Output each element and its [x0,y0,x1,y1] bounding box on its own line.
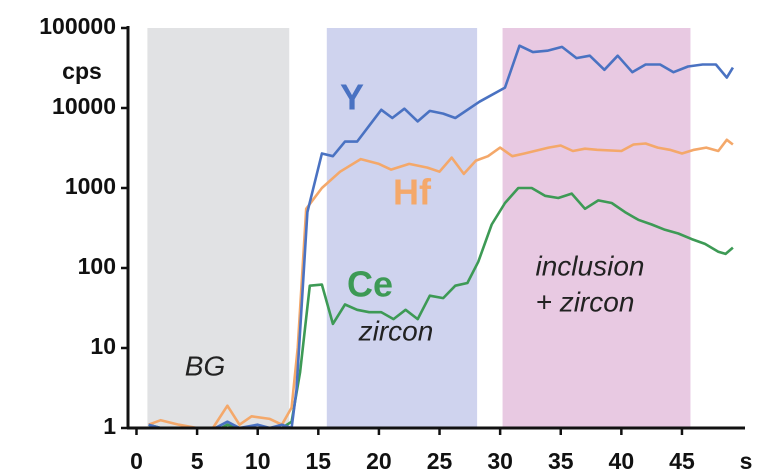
y-tick-label: 100000 [39,13,116,39]
x-tick-label: 0 [130,448,143,473]
series-label: Ce [347,264,393,305]
x-tick-label: 5 [191,448,204,473]
x-axis-label: s [740,448,753,473]
y-tick-label: 1000 [65,173,116,199]
x-tick-label: 10 [245,448,271,473]
annotation: BG [185,350,225,381]
y-tick-label: 1 [103,413,116,439]
annotation: zircon [358,315,434,346]
x-tick-label: 20 [366,448,392,473]
x-tick-label: 25 [427,448,453,473]
y-tick-label: 100 [78,253,116,279]
y-tick-label: 10 [90,333,116,359]
x-tick-label: 35 [548,448,574,473]
x-tick-label: 40 [609,448,635,473]
series-line [148,138,734,430]
series-label: Hf [393,172,432,213]
y-tick-label: 10000 [52,93,116,119]
annotation: + zircon [536,286,635,317]
series-label: Y [340,77,364,118]
region [147,28,290,428]
series-line [148,44,735,430]
region [326,28,478,428]
annotation: inclusion [536,250,645,281]
x-tick-label: 15 [306,448,332,473]
x-tick-label: 30 [487,448,513,473]
y-axis-label: cps [62,58,102,84]
x-tick-label: 45 [669,448,695,473]
